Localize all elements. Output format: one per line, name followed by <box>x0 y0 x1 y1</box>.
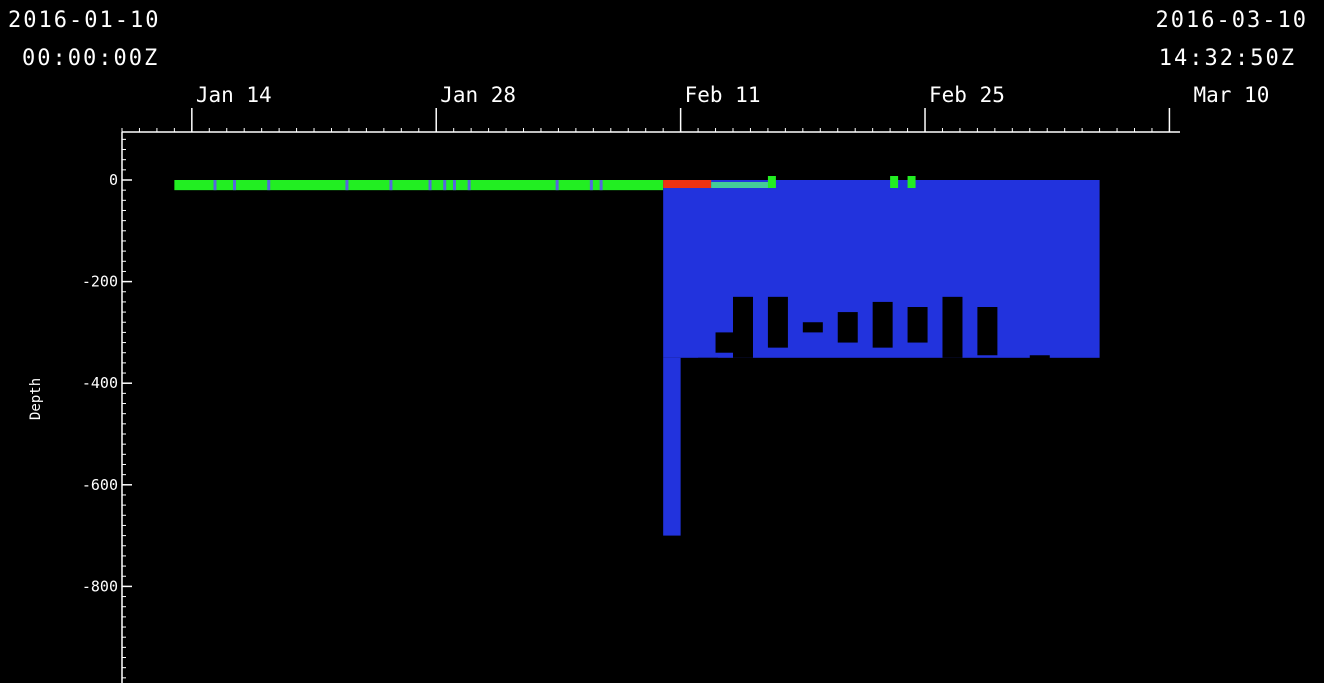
surface-gap <box>389 180 393 191</box>
plot-area <box>174 176 1100 536</box>
surface-gap <box>555 180 559 191</box>
data-gap <box>802 322 823 333</box>
data-gap <box>767 296 788 348</box>
surface-gap <box>213 180 217 191</box>
surface-gap <box>267 180 271 191</box>
start-date: 2016-01-10 <box>8 8 161 33</box>
surface-gap <box>589 180 593 191</box>
data-gap <box>732 296 753 358</box>
y-axis-label: Depth <box>28 378 44 420</box>
time-tick-label: Feb 11 <box>685 83 761 107</box>
data-gap <box>907 307 928 343</box>
data-gap <box>1029 355 1050 371</box>
surface-patch <box>890 176 899 188</box>
end-date: 2016-03-10 <box>1155 8 1308 33</box>
surface-gap <box>345 180 349 191</box>
depth-axis: 0 -200 -400 -600 -800 <box>82 132 132 683</box>
surface-gap <box>443 180 447 191</box>
surface-gap <box>467 180 471 191</box>
data-gap <box>872 301 893 348</box>
time-tick-label: Mar 10 <box>1193 83 1269 107</box>
depth-tick-label: -800 <box>82 577 118 595</box>
depth-tick-label: 0 <box>109 171 118 189</box>
surface-gap <box>452 180 456 191</box>
depth-tick-label: -600 <box>82 476 118 494</box>
depth-tick-label: -400 <box>82 374 118 392</box>
data-gap <box>715 332 736 353</box>
warm-surface-edge <box>711 182 772 188</box>
surface-patch <box>767 176 776 188</box>
time-tick-label: Jan 28 <box>440 83 516 107</box>
end-time: 14:32:50Z <box>1158 46 1296 71</box>
surface-gap <box>428 180 432 191</box>
time-tick-label: Feb 25 <box>929 83 1005 107</box>
data-gap <box>837 312 858 343</box>
data-gap <box>942 296 963 358</box>
depth-tick-label: -200 <box>82 273 118 291</box>
surface-gap <box>599 180 603 191</box>
coverage-block <box>663 357 681 536</box>
coverage-block <box>174 180 664 191</box>
time-axis: Jan 14 Jan 28 Feb 11 Feb 25 Mar 10 <box>121 83 1269 133</box>
data-gap <box>698 357 719 374</box>
surface-patch <box>907 176 916 188</box>
data-gap <box>977 307 998 356</box>
warm-surface-edge <box>663 180 712 188</box>
surface-gap <box>233 180 237 191</box>
start-time: 00:00:00Z <box>22 46 160 71</box>
time-tick-label: Jan 14 <box>196 83 272 107</box>
